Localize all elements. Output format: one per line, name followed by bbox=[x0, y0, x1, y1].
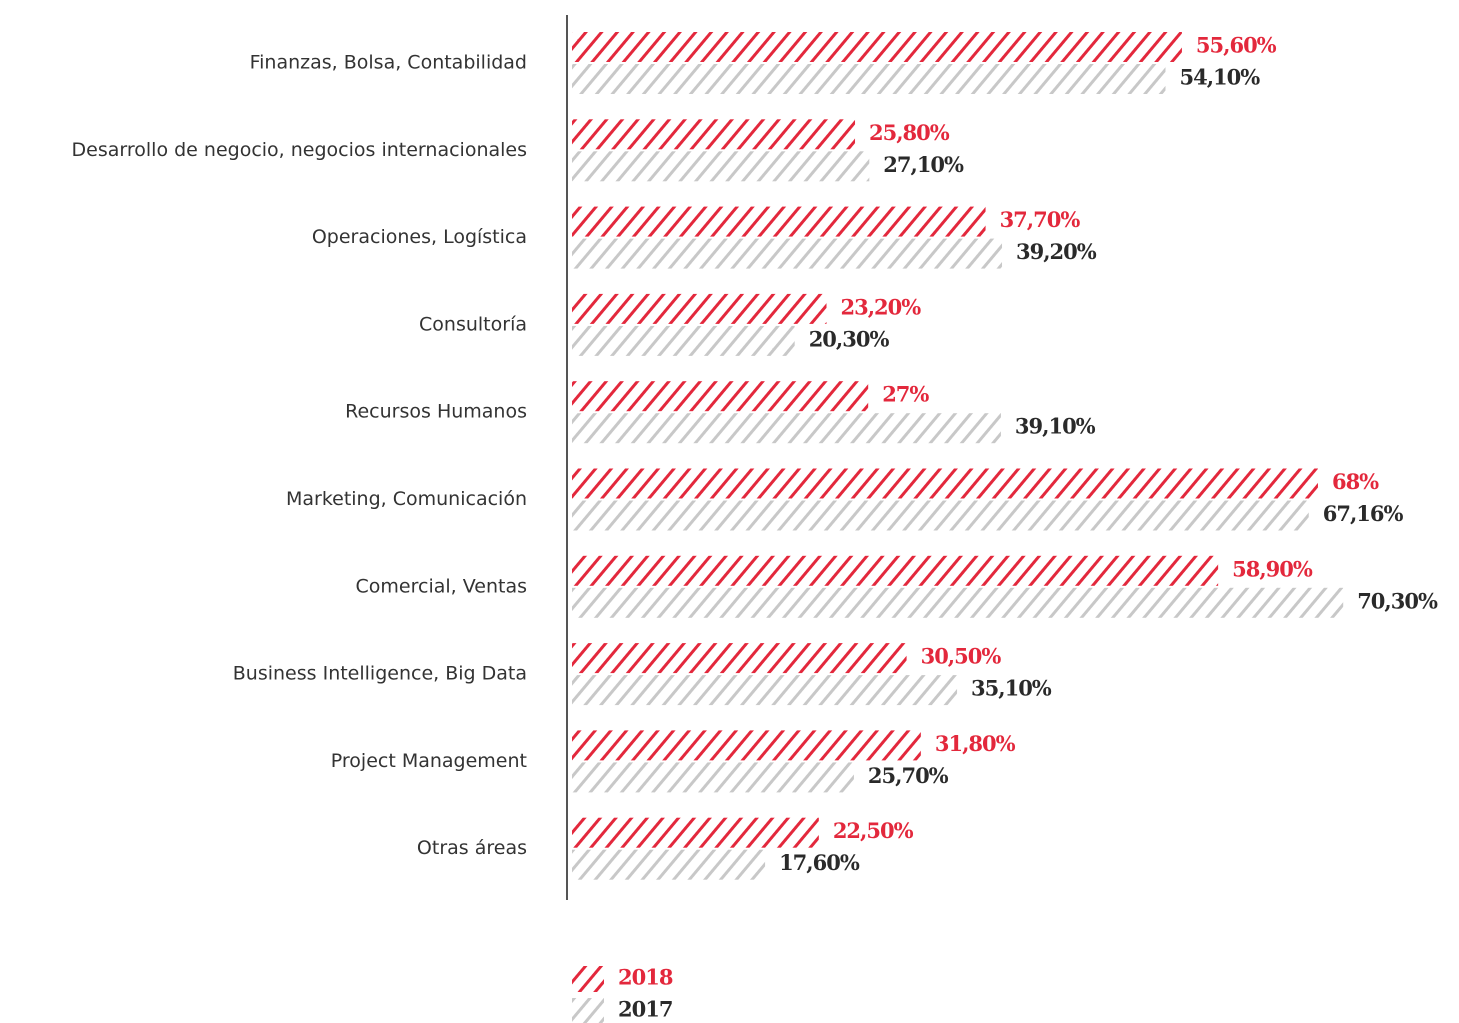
bar bbox=[572, 119, 856, 150]
value-label: 35,10% bbox=[971, 676, 1052, 701]
bar bbox=[572, 643, 907, 674]
legend-label: 2017 bbox=[618, 997, 672, 1022]
value-label: 20,30% bbox=[809, 326, 890, 351]
category-label: Project Management bbox=[331, 750, 527, 772]
bar bbox=[572, 381, 869, 412]
bar bbox=[572, 206, 986, 237]
value-label: 67,16% bbox=[1323, 501, 1404, 526]
legend-swatch bbox=[572, 966, 604, 992]
bar bbox=[572, 32, 1182, 62]
bar bbox=[572, 817, 819, 848]
bar bbox=[572, 413, 1001, 444]
value-label: 17,60% bbox=[779, 850, 860, 875]
value-label: 70,30% bbox=[1357, 588, 1438, 613]
value-label: 23,20% bbox=[841, 294, 922, 319]
category-label: Consultoría bbox=[419, 313, 527, 335]
value-label: 27% bbox=[882, 382, 929, 407]
category-label: Otras áreas bbox=[417, 837, 527, 859]
bar bbox=[572, 500, 1309, 531]
category-label: Desarrollo de negocio, negocios internac… bbox=[72, 139, 527, 161]
bar bbox=[572, 468, 1318, 499]
category-label: Comercial, Ventas bbox=[356, 575, 527, 597]
value-label: 58,90% bbox=[1232, 556, 1313, 581]
value-label: 22,50% bbox=[833, 818, 914, 843]
value-label: 25,80% bbox=[869, 120, 950, 145]
bar bbox=[572, 849, 766, 880]
value-label: 39,10% bbox=[1015, 414, 1096, 439]
value-label: 31,80% bbox=[935, 731, 1016, 756]
bar bbox=[572, 730, 921, 761]
bar bbox=[572, 762, 854, 793]
bar bbox=[572, 238, 1003, 269]
value-label: 55,60% bbox=[1196, 33, 1277, 58]
category-label: Marketing, Comunicación bbox=[286, 488, 527, 510]
bar bbox=[572, 64, 1166, 94]
category-label: Recursos Humanos bbox=[345, 401, 527, 423]
category-label: Operaciones, Logística bbox=[312, 226, 527, 248]
value-label: 68% bbox=[1332, 469, 1379, 494]
bar bbox=[572, 675, 958, 706]
value-label: 27,10% bbox=[883, 152, 964, 177]
value-label: 54,10% bbox=[1179, 65, 1260, 90]
bar bbox=[572, 555, 1219, 586]
value-label: 37,70% bbox=[1000, 207, 1081, 232]
value-label: 30,50% bbox=[921, 644, 1002, 669]
legend-label: 2018 bbox=[618, 965, 673, 990]
value-label: 25,70% bbox=[868, 763, 949, 788]
legend-swatch bbox=[572, 998, 604, 1023]
bar bbox=[572, 325, 795, 356]
bar bbox=[572, 293, 827, 324]
category-label: Finanzas, Bolsa, Contabilidad bbox=[250, 52, 527, 74]
bar bbox=[572, 587, 1344, 618]
value-label: 39,20% bbox=[1016, 239, 1097, 264]
bar bbox=[572, 151, 870, 182]
category-label: Business Intelligence, Big Data bbox=[233, 663, 527, 685]
